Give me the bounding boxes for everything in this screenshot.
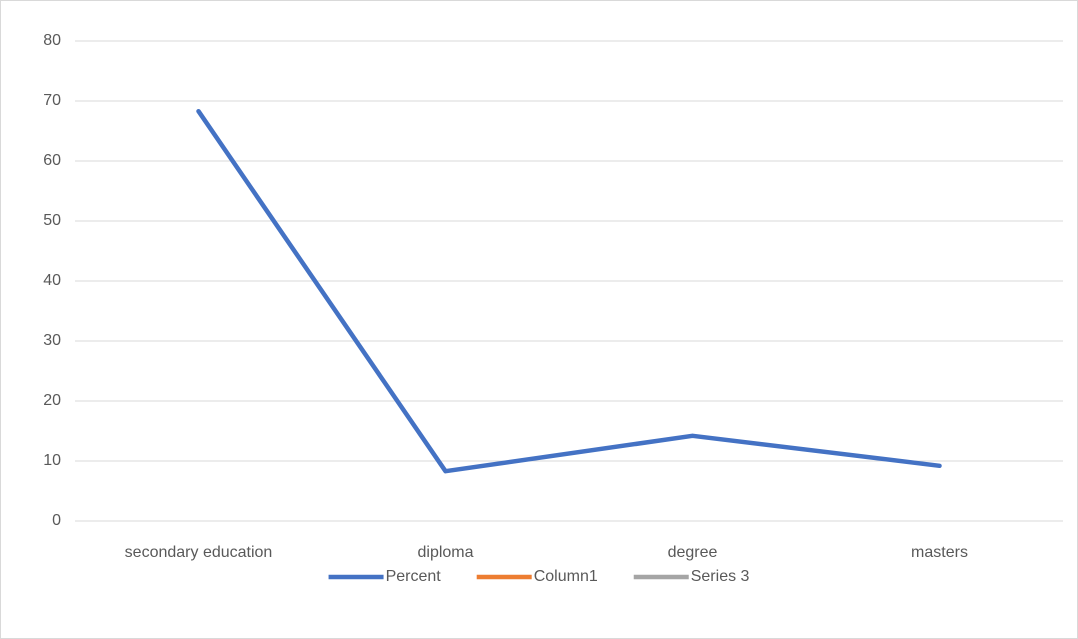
legend: Percent Column1 Series 3 <box>328 568 750 585</box>
y-tick-label: 70 <box>43 92 61 109</box>
y-tick-label: 60 <box>43 152 61 169</box>
x-tick-label: masters <box>911 544 968 561</box>
legend-label: Column1 <box>534 568 598 585</box>
x-tick-label: diploma <box>417 544 473 561</box>
y-tick-label: 30 <box>43 332 61 349</box>
x-tick-label: secondary education <box>125 544 273 561</box>
y-tick-label: 40 <box>43 272 61 289</box>
legend-label: Series 3 <box>691 568 750 585</box>
y-tick-label: 80 <box>43 32 61 49</box>
legend-label: Percent <box>386 568 442 585</box>
x-tick-label: degree <box>668 544 718 561</box>
plot-area <box>196 108 942 474</box>
y-tick-label: 10 <box>43 452 61 469</box>
y-tick-label: 0 <box>52 512 61 529</box>
grid: 0 10 20 30 40 50 60 70 80 secondary education dipl… <box>43 32 1063 561</box>
y-tick-label: 20 <box>43 392 61 409</box>
series-line <box>196 108 942 474</box>
y-tick-label: 50 <box>43 212 61 229</box>
